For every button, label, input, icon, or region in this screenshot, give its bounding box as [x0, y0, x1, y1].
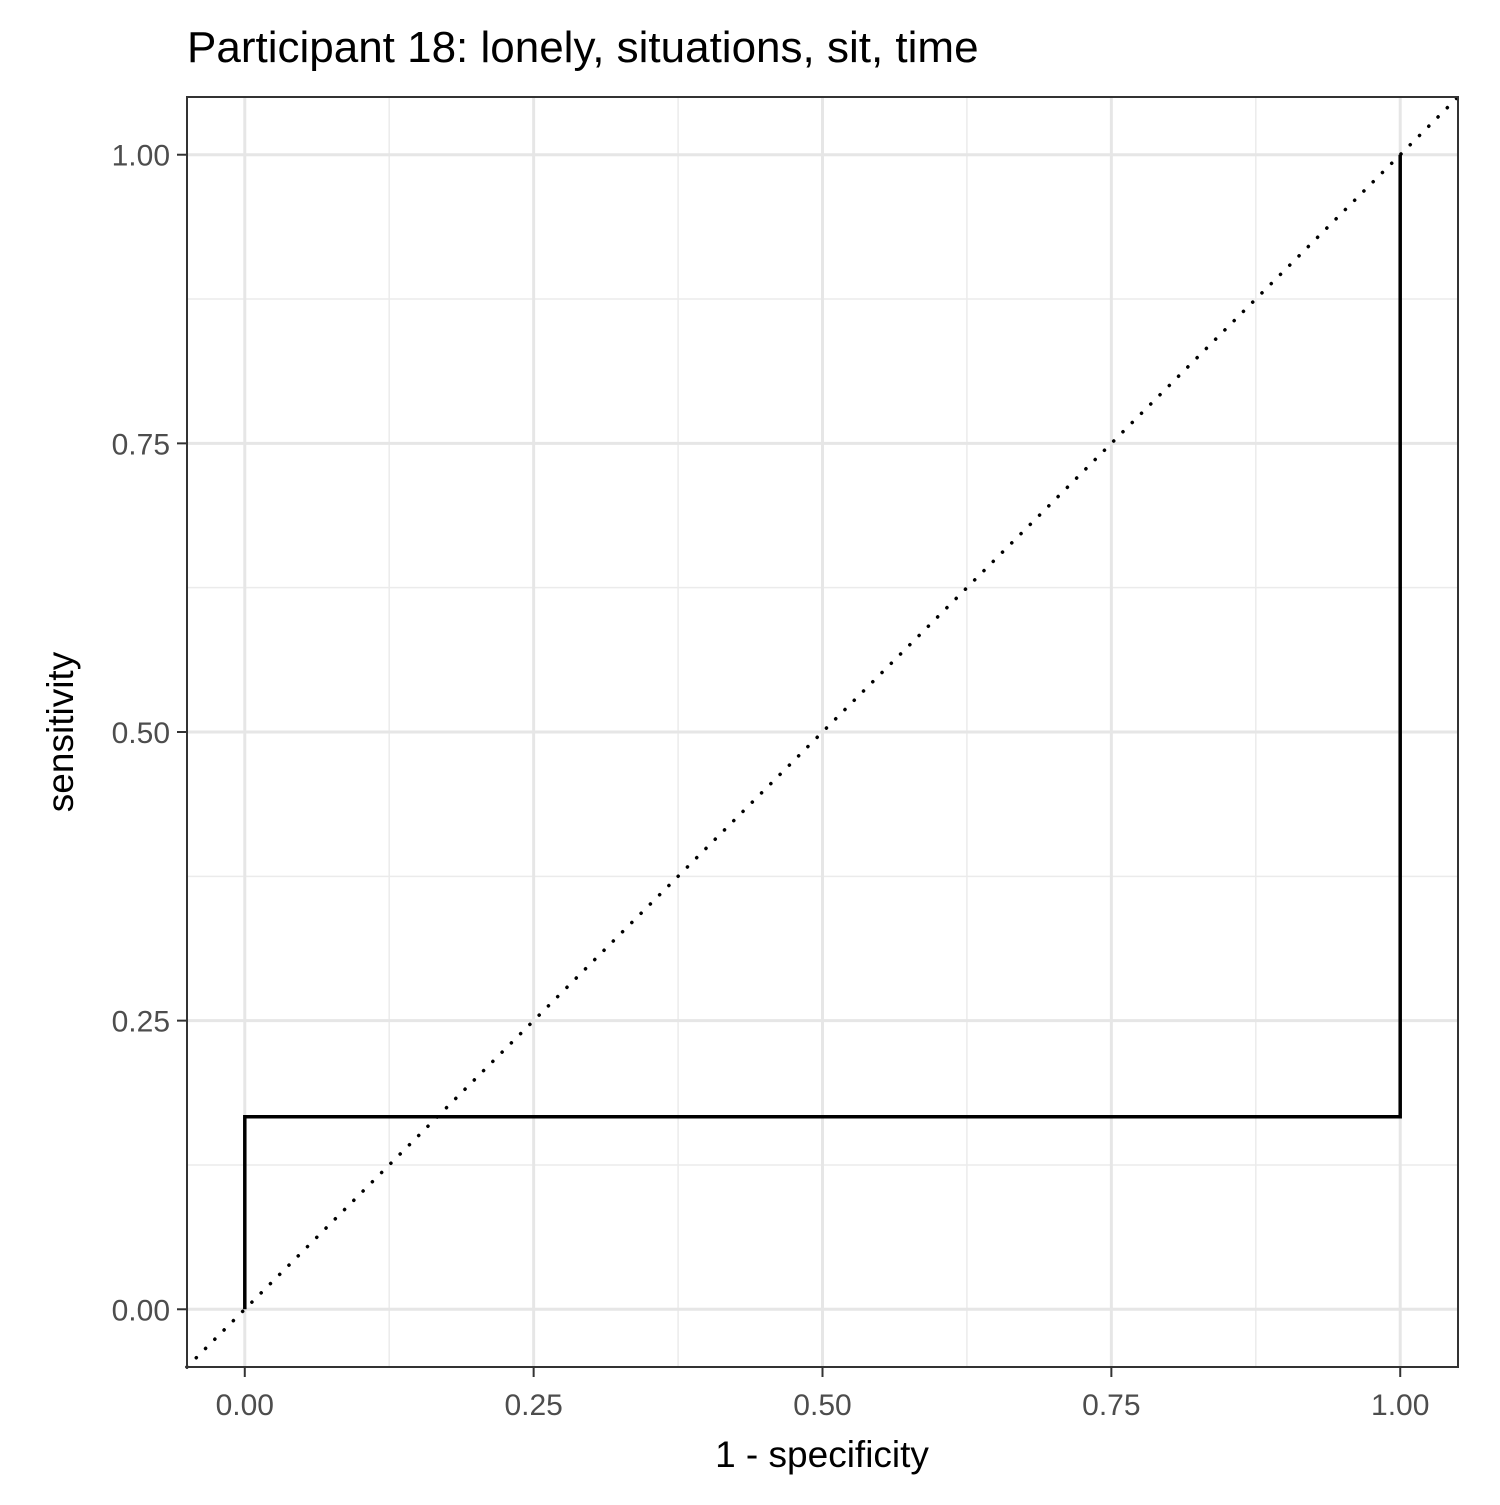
y-tick-label: 0.50 [112, 717, 170, 750]
x-axis-title: 1 - specificity [715, 1434, 929, 1475]
y-tick-label: 1.00 [112, 140, 170, 173]
x-tick-label: 1.00 [1371, 1389, 1429, 1422]
x-tick-label: 0.00 [216, 1389, 274, 1422]
data-layer [185, 95, 1460, 1369]
chart-title: Participant 18: lonely, situations, sit,… [187, 23, 979, 72]
x-tick-label: 0.50 [793, 1389, 851, 1422]
y-axis-title: sensitivity [40, 651, 81, 812]
grid-layer [187, 97, 1458, 1367]
y-tick-label: 0.25 [112, 1006, 170, 1039]
y-tick-label: 0.00 [112, 1294, 170, 1327]
y-tick-label: 0.75 [112, 428, 170, 461]
axis-layer: 0.00 0.25 0.50 0.75 1.00 0.00 0.25 0.50 0.75 1.00 [112, 140, 1430, 1422]
x-tick-label: 0.75 [1082, 1389, 1140, 1422]
roc-curve-line [243, 154, 1402, 1310]
x-tick-label: 0.25 [504, 1389, 562, 1422]
